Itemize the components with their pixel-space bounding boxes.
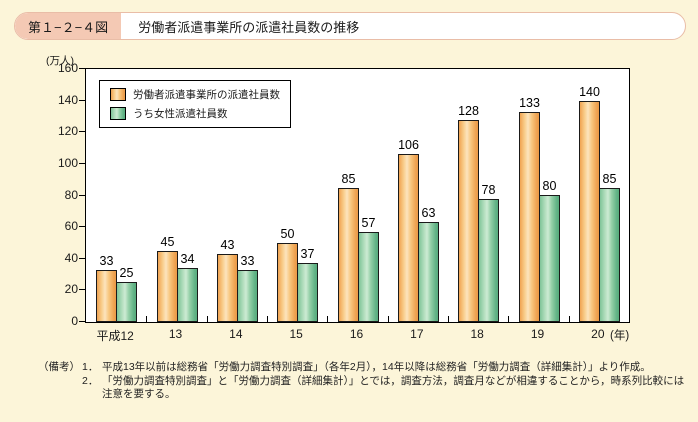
x-axis-tick-label: 19 xyxy=(530,327,545,341)
x-axis-tick-label: 13 xyxy=(168,327,183,341)
y-axis-tick xyxy=(79,162,85,164)
bar-value-label: 50 xyxy=(280,227,295,241)
plot-area: 労働者派遣事業所の派遣社員数 うち女性派遣社員数 33 25 45 34 43 33 50 37… xyxy=(85,68,630,323)
y-axis-tick xyxy=(79,257,85,259)
x-axis-tick-label: 20 xyxy=(591,327,605,341)
figure-title: 労働者派遣事業所の派遣社員数の推移 xyxy=(138,19,360,35)
bar-female-dispatched xyxy=(599,188,620,322)
notes-label: （備考） xyxy=(38,361,80,373)
bar-value-label: 80 xyxy=(542,179,557,193)
note-row: 2． 「労働力調査特別調査」と「労働力調査（詳細集計）」とでは，調査方法，調査月な… xyxy=(38,375,690,402)
bar-value-label: 78 xyxy=(481,183,496,197)
figure-header: 第１−２−４図 労働者派遣事業所の派遣社員数の推移 xyxy=(14,12,686,40)
y-axis-tick xyxy=(79,99,85,101)
x-axis-tick xyxy=(146,316,148,322)
legend: 労働者派遣事業所の派遣社員数 うち女性派遣社員数 xyxy=(99,80,291,128)
bar-value-label: 33 xyxy=(99,254,114,268)
bar-value-label: 37 xyxy=(300,247,315,261)
legend-swatch-icon xyxy=(110,107,126,120)
x-axis-tick-label: 17 xyxy=(410,327,424,341)
note-text: 「労働力調査特別調査」と「労働力調査（詳細集計）」とでは，調査方法，調査月などが… xyxy=(102,374,685,401)
figure-number-label: 第１−２−４図 xyxy=(15,13,122,39)
y-axis-unit-label: (万人) xyxy=(46,55,74,67)
note-number: 2． xyxy=(82,374,99,387)
bar-total-dispatched xyxy=(579,101,600,322)
y-axis-tick xyxy=(79,321,85,322)
bar-female-dispatched xyxy=(177,268,198,322)
bar-total-dispatched xyxy=(458,120,479,322)
bar-total-dispatched xyxy=(519,112,540,322)
x-axis-tick xyxy=(327,316,329,322)
legend-item: うち女性派遣社員数 xyxy=(110,106,280,121)
x-axis-unit-label: (年) xyxy=(610,330,630,342)
bar-value-label: 34 xyxy=(180,252,195,266)
x-axis-tick xyxy=(387,316,389,322)
legend-item: 労働者派遣事業所の派遣社員数 xyxy=(110,87,280,102)
y-axis-tick-label: 120 xyxy=(57,124,78,139)
bar-female-dispatched xyxy=(297,263,318,322)
y-axis-tick-label: 80 xyxy=(64,187,78,202)
bar-value-label: 45 xyxy=(160,235,175,249)
bar-female-dispatched xyxy=(478,199,499,322)
bar-value-label: 43 xyxy=(220,238,235,252)
legend-label: うち女性派遣社員数 xyxy=(133,108,228,120)
y-axis-tick-label: 40 xyxy=(64,250,78,265)
x-axis-tick xyxy=(568,316,570,322)
x-axis-tick-label: 14 xyxy=(229,327,243,341)
bar-total-dispatched xyxy=(338,188,359,322)
note-text: 平成13年以前は総務省「労働力調査特別調査」（各年2月），14年以降は総務省「労… xyxy=(102,361,651,373)
x-axis-tick-label: 平成12 xyxy=(96,329,134,343)
y-axis-tick xyxy=(79,68,85,69)
x-axis-tick xyxy=(267,316,268,322)
bar-value-label: 85 xyxy=(341,172,356,186)
y-axis-tick xyxy=(79,131,85,133)
notes: （備考） 1． 平成13年以前は総務省「労働力調査特別調査」（各年2月），14年以降… xyxy=(38,361,690,402)
x-axis-tick xyxy=(206,316,208,322)
bar-value-label: 63 xyxy=(421,206,436,220)
note-number: 1． xyxy=(82,361,99,373)
x-axis-tick xyxy=(508,316,510,322)
x-axis-tick xyxy=(448,316,449,322)
chart: (万人) (年) 労働者派遣事業所の派遣社員数 うち女性派遣社員数 33 25 45 3… xyxy=(0,40,698,360)
y-axis-tick-label: 160 xyxy=(57,61,78,75)
y-axis-tick-label: 140 xyxy=(57,92,78,107)
bar-female-dispatched xyxy=(418,222,439,322)
bar-value-label: 106 xyxy=(398,138,419,152)
y-axis-tick-label: 0 xyxy=(71,314,78,328)
bar-female-dispatched xyxy=(358,232,379,322)
bar-value-label: 57 xyxy=(361,216,376,230)
note-row: （備考） 1． 平成13年以前は総務省「労働力調査特別調査」（各年2月），14年以降… xyxy=(38,361,690,375)
y-axis-tick-label: 20 xyxy=(64,282,78,297)
bar-female-dispatched xyxy=(237,270,258,322)
legend-swatch-icon xyxy=(110,88,126,101)
bar-value-label: 33 xyxy=(240,254,255,268)
legend-label: 労働者派遣事業所の派遣社員数 xyxy=(133,89,280,101)
y-axis-tick-label: 100 xyxy=(57,155,78,170)
y-axis-tick xyxy=(79,194,85,196)
bar-value-label: 133 xyxy=(519,96,540,110)
x-axis-tick-label: 18 xyxy=(470,327,484,341)
bar-value-label: 25 xyxy=(119,266,134,280)
x-axis-tick-label: 16 xyxy=(349,327,364,341)
y-axis-tick xyxy=(79,289,85,291)
bar-value-label: 85 xyxy=(602,172,617,186)
bar-value-label: 128 xyxy=(458,104,479,118)
bar-female-dispatched xyxy=(539,195,560,322)
notes-label xyxy=(38,375,82,402)
bar-value-label: 140 xyxy=(579,85,600,99)
y-axis-tick-label: 60 xyxy=(64,219,78,234)
y-axis-tick xyxy=(79,226,85,228)
bar-total-dispatched xyxy=(398,154,419,322)
x-axis-tick-label: 15 xyxy=(289,327,303,341)
bar-female-dispatched xyxy=(116,282,137,322)
